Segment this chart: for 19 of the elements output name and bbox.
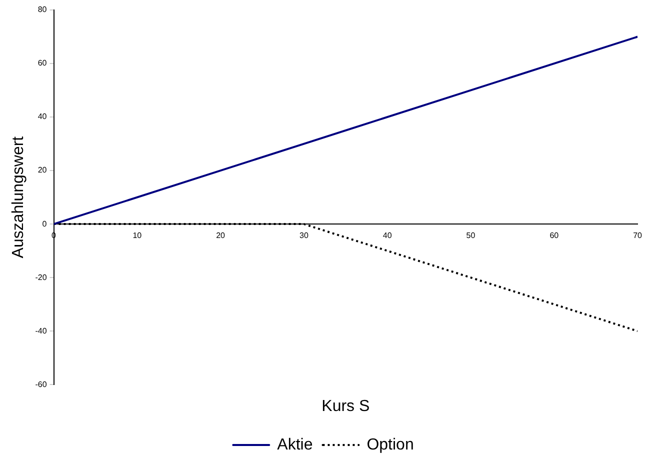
x-tick-label: 20 [216, 231, 226, 240]
legend-label: Aktie [277, 436, 313, 454]
legend-label: Option [366, 436, 414, 454]
y-tick-label: -20 [35, 272, 48, 282]
y-tick-label: 0 [42, 219, 48, 228]
y-tick-label: 20 [38, 166, 48, 175]
x-tick-label: 10 [132, 231, 142, 240]
x-axis-title: Kurs S [322, 398, 370, 416]
y-tick-label: -40 [35, 326, 48, 336]
y-axis-title: Auszahlungswert [10, 136, 28, 258]
x-tick-label: 50 [466, 231, 476, 240]
y-tick-label: -60 [35, 380, 48, 389]
x-tick-label: 60 [550, 231, 560, 240]
y-tick-label: 60 [38, 58, 48, 68]
y-tick-label: 80 [38, 5, 48, 14]
x-tick-label: 30 [300, 231, 309, 240]
x-tick-label: 40 [382, 231, 392, 240]
x-tick-label: 70 [633, 231, 643, 240]
y-tick-label: 40 [38, 112, 48, 122]
